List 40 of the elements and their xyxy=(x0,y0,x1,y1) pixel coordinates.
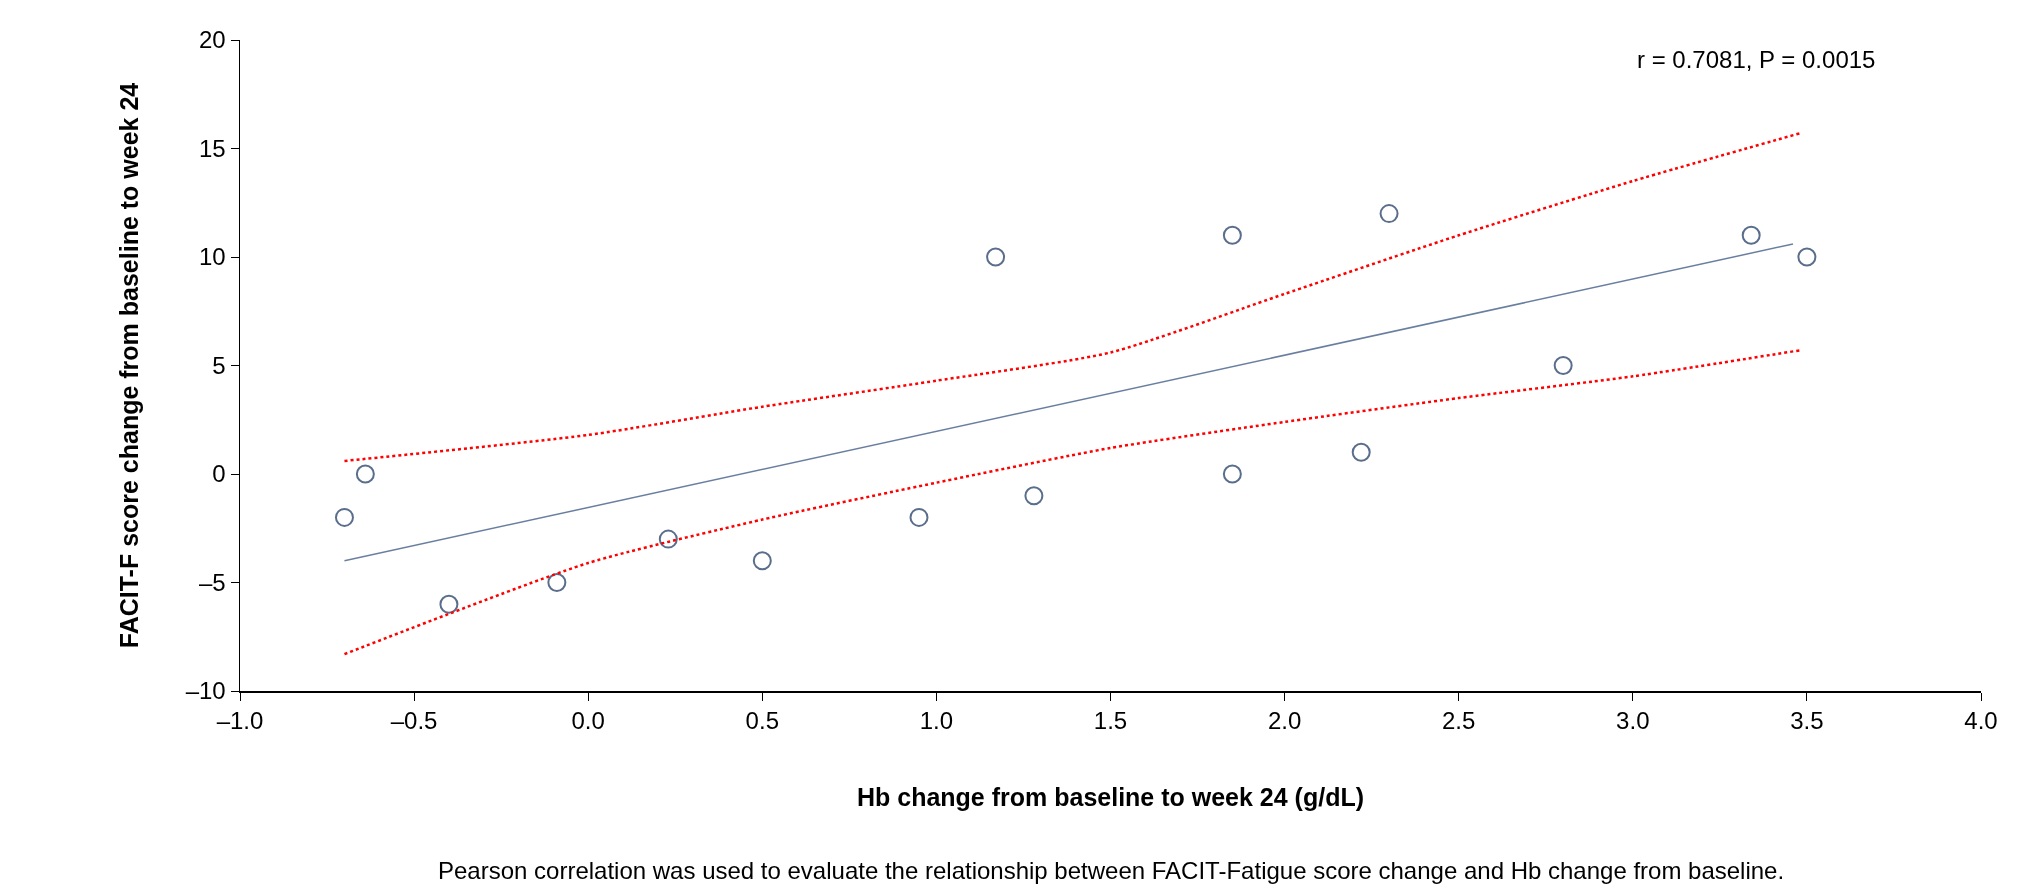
x-tick-label: –0.5 xyxy=(390,707,438,735)
point xyxy=(334,507,354,527)
y-tick-label: 10 xyxy=(199,243,226,271)
point xyxy=(658,529,678,549)
point xyxy=(1553,356,1573,375)
x-tick-label: 4.0 xyxy=(1964,707,1998,735)
line-series xyxy=(343,349,1802,656)
annotation: r = 0.7081, P = 0.0015 xyxy=(1637,46,1876,73)
line-series xyxy=(343,132,1802,463)
x-tick-label: 3.0 xyxy=(1616,707,1650,735)
x-tick-label: 0.0 xyxy=(571,707,605,735)
point xyxy=(752,551,772,571)
point xyxy=(1222,464,1242,484)
point xyxy=(1351,442,1371,462)
x-tick-label: 2.5 xyxy=(1442,707,1476,735)
x-tick-label: 3.5 xyxy=(1790,707,1824,735)
x-tick-label: 2.0 xyxy=(1267,707,1302,735)
y-tick-label: 15 xyxy=(199,134,226,162)
x-tick-label: 0.5 xyxy=(745,707,779,735)
point xyxy=(1741,225,1761,245)
text: Pearson correlation was used to evaluate the relationship between FACIT-Fatigue score change and Hb change from baseline. xyxy=(438,857,1785,884)
y-tick-label: 0 xyxy=(212,460,226,488)
point xyxy=(909,507,929,527)
point xyxy=(547,573,567,592)
y-axis-title: FACIT-F score change from baseline to week 24 xyxy=(114,82,143,649)
point xyxy=(439,594,459,614)
x-axis-title: Hb change from baseline to week 24 (g/dL) xyxy=(856,783,1365,812)
y-tick-label: –10 xyxy=(185,677,226,705)
y-tick-label: 20 xyxy=(199,26,226,54)
x-tick-label: 1.5 xyxy=(1093,707,1128,735)
point xyxy=(1379,204,1399,224)
point xyxy=(1222,225,1242,245)
point xyxy=(1024,486,1044,506)
x-tick-label: 1.0 xyxy=(919,707,954,735)
y-tick-label: 5 xyxy=(212,351,226,379)
point xyxy=(355,464,375,484)
y-tick-label: –5 xyxy=(199,568,226,596)
point xyxy=(986,247,1006,267)
point xyxy=(1797,247,1817,267)
x-tick-label: –1.0 xyxy=(216,707,264,735)
